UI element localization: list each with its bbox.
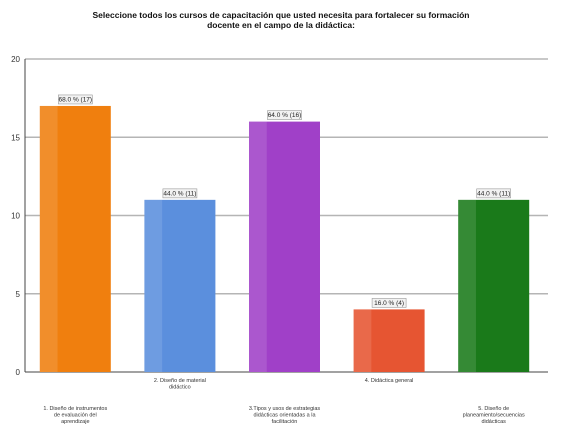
chart-title: Seleccione todos los cursos de capacitac… <box>92 10 470 30</box>
y-tick-label: 5 <box>16 290 21 299</box>
data-label: 68.0 % (17) <box>58 96 92 103</box>
bar-highlight <box>249 121 267 372</box>
y-tick-label: 20 <box>11 55 20 64</box>
labels: 0 5 10 15 20 68.0 % (17) 44.0 % (11) 64.0 % (16… <box>11 55 525 425</box>
x-category-label: 2. Diseño de material didáctico <box>154 378 206 391</box>
data-label-box <box>57 94 93 105</box>
data-label: 44.0 % (11) <box>477 190 510 197</box>
bars <box>39 105 530 372</box>
y-tick-label: 15 <box>11 133 20 142</box>
data-label-box <box>267 110 302 120</box>
bar <box>39 105 111 372</box>
bar <box>458 199 530 372</box>
data-label-box <box>476 188 512 199</box>
bar-highlight <box>353 309 372 372</box>
bar-highlight <box>458 199 476 372</box>
data-label: 16.0 % (4) <box>374 300 404 307</box>
x-category-label: 5. Diseño de planeamiento/secuencias didác… <box>463 406 525 425</box>
data-label-box <box>371 298 407 308</box>
bar <box>353 309 425 372</box>
bar-highlight <box>144 199 163 372</box>
data-label: 64.0 % (16) <box>268 112 302 119</box>
data-label-box <box>162 188 198 199</box>
x-category-label: 4. Didáctica general <box>365 378 414 384</box>
bar <box>144 199 216 372</box>
data-label: 44.0 % (11) <box>163 190 196 197</box>
bar-highlight <box>39 105 58 372</box>
bar <box>249 121 320 372</box>
y-tick-label: 10 <box>11 212 20 221</box>
x-category-label: 3.Tipos y usos de estrategias didácticas … <box>249 406 321 425</box>
y-tick-label: 0 <box>16 368 21 377</box>
x-category-label: 1. Diseño de instrumentos de evaluación d… <box>43 406 107 425</box>
